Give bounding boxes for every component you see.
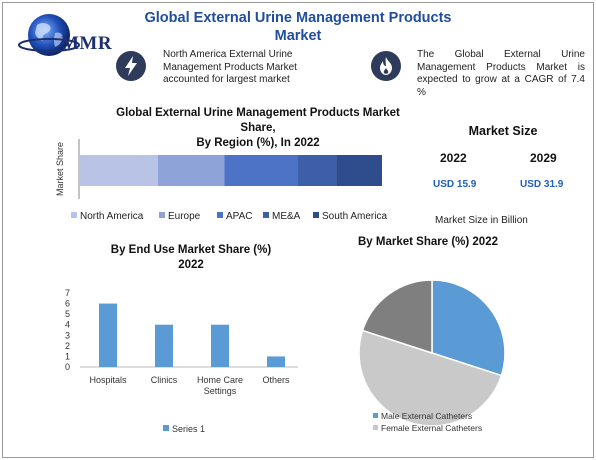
title-line-1: Global External Urine Management Product… <box>144 10 452 26</box>
legend-swatch-apac <box>217 212 223 218</box>
market-size-value-2: USD 31.9 <box>520 179 564 190</box>
pie-slice-female-external-catheters <box>358 329 503 427</box>
market-size-title: Market Size <box>468 124 538 138</box>
end-use-ytick: 0 <box>65 362 70 372</box>
region-title-line: Share, <box>240 122 276 134</box>
pie-chart-title: By Market Share (%) 2022 <box>358 236 498 248</box>
info-right-line: The Global External Urine <box>417 49 585 60</box>
end-use-xtick-home-care-settings: Settings <box>204 386 237 396</box>
legend-swatch-europe <box>159 212 165 218</box>
end-use-ytick: 4 <box>65 320 70 330</box>
end-use-bar-hospitals <box>99 303 117 367</box>
info-right-text: The Global External Urine Management Pro… <box>417 49 585 99</box>
end-use-bar-others <box>267 356 285 367</box>
info-right-line: % <box>417 86 426 98</box>
legend-swatch-female-external-catheters <box>373 425 378 430</box>
market-share-pie-chart: Male External Catheters Female External C… <box>358 279 506 433</box>
info-left-line: Management Products Market <box>163 61 297 73</box>
legend-label-north-america: North America <box>80 211 144 222</box>
info-left-line: North America External Urine <box>163 49 293 60</box>
market-size-caption: Market Size in Billion <box>435 215 528 226</box>
legend-label-female-external-catheters: Female External Catheters <box>381 423 482 433</box>
page-title: Global External Urine Management Product… <box>143 9 453 45</box>
end-use-title-line: By End Use Market Share (%) <box>110 244 272 256</box>
legend-swatch-north-america <box>71 212 77 218</box>
legend-label-south-america: South America <box>322 211 387 222</box>
region-ylabel: Market Share <box>55 142 65 196</box>
region-title-line: Global External Urine Management Product… <box>116 107 400 119</box>
legend-label-series-1: Series 1 <box>172 424 205 434</box>
end-use-xtick-others: Others <box>262 375 290 385</box>
legend-swatch-south-america <box>313 212 319 218</box>
region-stacked-chart: Market Share North America Europe APAC ME&A S… <box>55 139 387 222</box>
end-use-ytick: 7 <box>65 288 70 298</box>
region-segment-meanda <box>297 155 337 186</box>
region-title-line: By Region (%), In 2022 <box>196 137 320 149</box>
end-use-ytick: 2 <box>65 341 70 351</box>
legend-swatch-meanda <box>263 212 269 218</box>
market-size-year-1: 2022 <box>440 151 467 165</box>
info-right-line: expected to grow at a CAGR of 7.4 <box>417 74 585 85</box>
info-left-text: North America External Urine Management … <box>163 49 338 87</box>
end-use-ytick: 3 <box>65 330 70 340</box>
region-chart-title: Global External Urine Management Product… <box>93 106 423 151</box>
region-segment-north-america <box>79 155 158 186</box>
legend-label-europe: Europe <box>168 211 201 222</box>
logo-text: MMR <box>61 33 113 54</box>
region-segment-apac <box>224 155 298 186</box>
market-size-year-2: 2029 <box>530 151 557 165</box>
info-left-line: accounted for largest market <box>163 74 290 85</box>
end-use-xtick-home-care-settings: Home Care <box>197 375 243 385</box>
end-use-bar-clinics <box>155 324 173 367</box>
end-use-ytick: 6 <box>65 299 70 309</box>
flame-icon <box>371 51 401 81</box>
end-use-ytick: 5 <box>65 309 70 319</box>
legend-label-male-external-catheters: Male External Catheters <box>381 411 472 421</box>
lightning-bolt-icon <box>116 51 146 81</box>
legend-swatch-male-external-catheters <box>373 413 378 418</box>
end-use-ytick: 1 <box>65 351 70 361</box>
end-use-chart-title: By End Use Market Share (%) 2022 <box>81 243 301 273</box>
end-use-bar-home-care-settings <box>211 324 229 367</box>
end-use-title-line: 2022 <box>178 259 204 271</box>
legend-label-apac: APAC <box>226 211 253 222</box>
pie-slice-male-external-catheters <box>431 279 506 377</box>
pie-slice-unlabeled <box>361 279 433 355</box>
legend-swatch-series-1 <box>163 425 169 431</box>
market-size-value-1: USD 15.9 <box>433 179 477 190</box>
globe-logo-icon <box>18 14 80 56</box>
end-use-xtick-hospitals: Hospitals <box>89 375 127 385</box>
title-line-2: Market <box>274 28 322 44</box>
region-segment-south-america <box>336 155 382 186</box>
region-segment-europe <box>157 155 225 186</box>
legend-label-meanda: ME&A <box>272 211 301 222</box>
end-use-xtick-clinics: Clinics <box>151 375 178 385</box>
info-right-line: Management Products Market is <box>417 61 585 73</box>
